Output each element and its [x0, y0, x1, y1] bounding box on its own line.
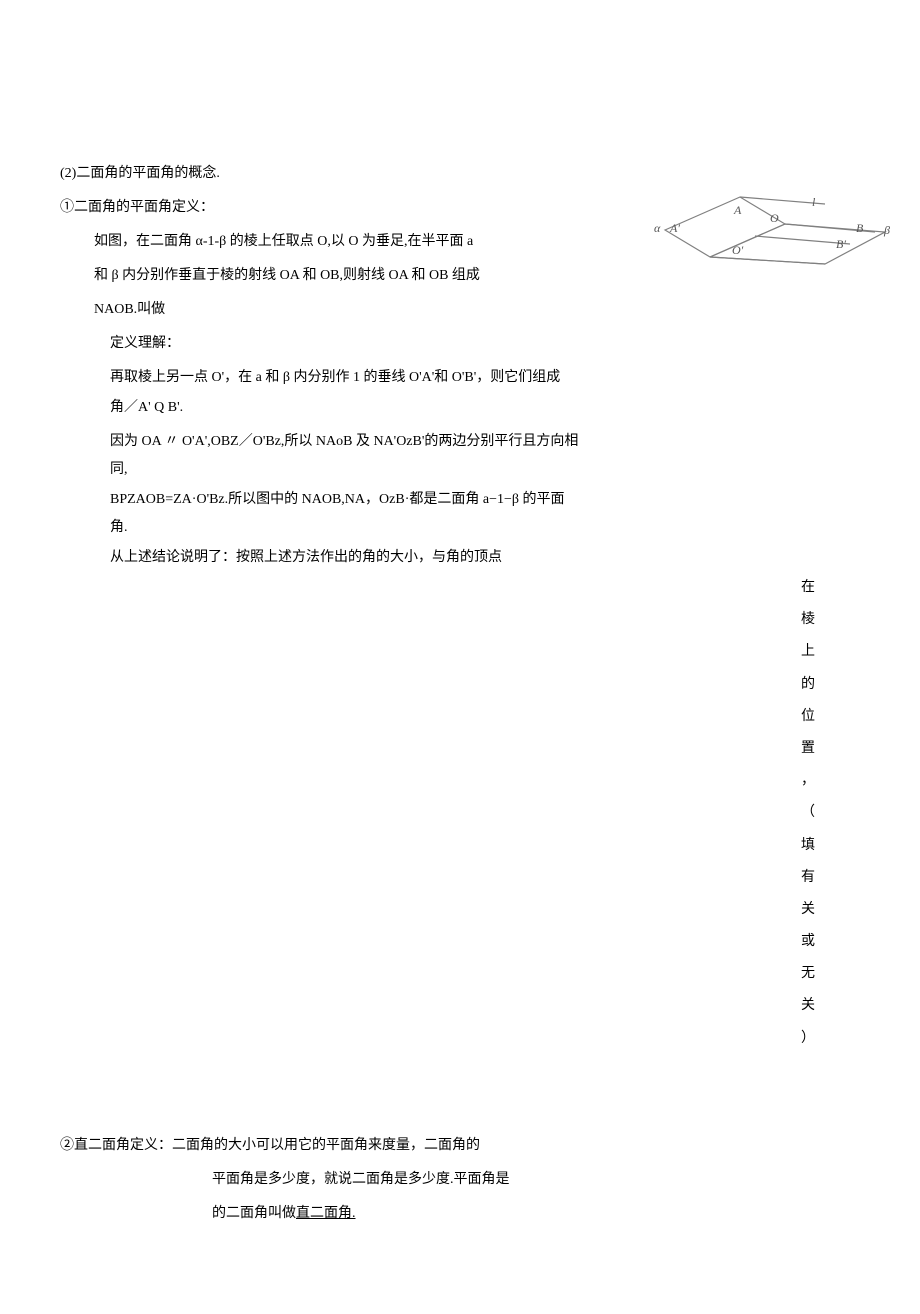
- paragraph: 和 β 内分别作垂直于棱的射线 OA 和 OB,则射线 OA 和 OB 组成: [60, 262, 580, 290]
- text-span: 的二面角叫做: [212, 1206, 296, 1221]
- item2-title-text: ②直二面角定义：: [60, 1138, 172, 1153]
- vchar: 有: [801, 862, 815, 894]
- paragraph: 因为 OA 〃 O'A',OBZ／O'Bz,所以 NAoB 及 NA'OzB'的…: [60, 428, 580, 484]
- label-O: O: [770, 211, 779, 225]
- paragraph: 再取棱上另一点 O'，在 a 和 β 内分别作 1 的垂线 O'A'和 O'B'…: [60, 364, 580, 392]
- heading-2: (2)二面角的平面角的概念.: [60, 160, 580, 188]
- paragraph: 角／A' Q B'.: [60, 394, 580, 422]
- vchar: 在: [801, 572, 815, 604]
- item2-block: ②直二面角定义：二面角的大小可以用它的平面角来度量，二面角的 平面角是多少度，就…: [60, 1132, 560, 1228]
- vchar: 的: [801, 669, 815, 701]
- vchar: 棱: [801, 604, 815, 636]
- label-l: l: [812, 195, 816, 209]
- label-Aprime: A′: [669, 221, 680, 235]
- paragraph: BPZAOB=ZA·O'Bz.所以图中的 NAOB,NA，OzB·都是二面角 a…: [60, 486, 580, 542]
- underlined-term: 直二面角.: [296, 1206, 356, 1221]
- label-Oprime: O′: [732, 243, 744, 257]
- paragraph: 定义理解：: [60, 330, 580, 358]
- label-alpha: α: [654, 221, 661, 235]
- vchar: 置: [801, 733, 815, 765]
- paragraph: 二面角的大小可以用它的平面角来度量，二面角的: [172, 1138, 480, 1153]
- label-B: B: [856, 221, 864, 235]
- paragraph: 的二面角叫做直二面角.: [60, 1200, 560, 1228]
- dihedral-angle-diagram: α A A′ O O′ l B B′ β: [650, 192, 900, 282]
- label-A: A: [733, 203, 742, 217]
- vchar: （: [801, 797, 815, 829]
- label-Bprime: B′: [836, 237, 846, 251]
- vchar: 或: [801, 926, 815, 958]
- label-beta: β: [883, 223, 890, 237]
- vchar: 关: [801, 990, 815, 1022]
- vertical-text-column: 在 棱 上 的 位 置 ， （ 填 有 关 或 无 关 ）: [801, 572, 815, 1055]
- vchar: 无: [801, 958, 815, 990]
- document-body: (2)二面角的平面角的概念. ①二面角的平面角定义： 如图，在二面角 α-1-β…: [60, 160, 580, 572]
- vchar: 填: [801, 830, 815, 862]
- paragraph: 平面角是多少度，就说二面角是多少度.平面角是: [60, 1166, 560, 1194]
- vchar: ）: [801, 1023, 815, 1055]
- vchar: 关: [801, 894, 815, 926]
- paragraph: NAOB.叫做: [60, 296, 580, 324]
- item1-title: ①二面角的平面角定义：: [60, 194, 580, 222]
- paragraph: 如图，在二面角 α-1-β 的棱上任取点 O,以 O 为垂足,在半平面 a: [60, 228, 580, 256]
- vchar: 位: [801, 701, 815, 733]
- paragraph: 从上述结论说明了：按照上述方法作出的角的大小，与角的顶点: [60, 544, 580, 572]
- vchar: 上: [801, 636, 815, 668]
- vchar: ，: [801, 765, 815, 797]
- item2-title: ②直二面角定义：二面角的大小可以用它的平面角来度量，二面角的: [60, 1132, 560, 1160]
